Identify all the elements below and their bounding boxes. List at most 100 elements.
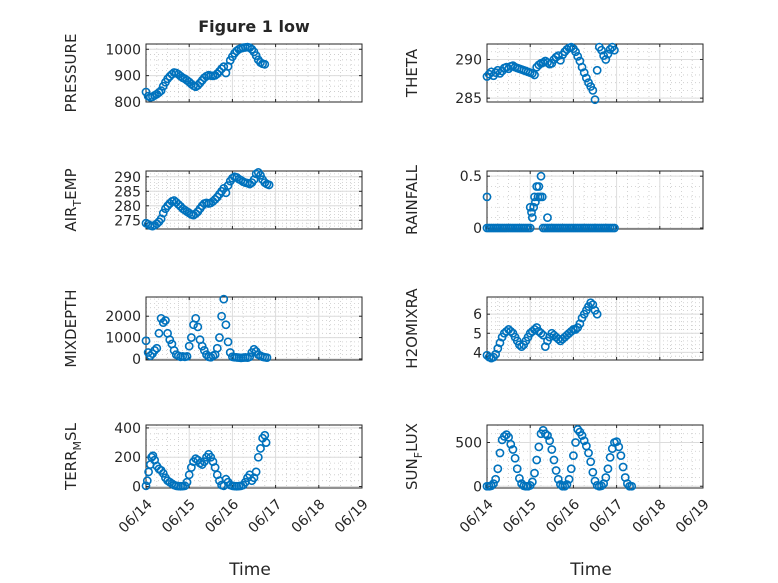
y-tick-label: 290 (455, 52, 482, 68)
data-point-marker (560, 481, 570, 491)
y-axis-label: PRESSURE (62, 34, 80, 113)
data-point-marker (212, 343, 222, 353)
data-point-marker (141, 481, 151, 491)
x-tick-label: 06/15 (500, 496, 540, 536)
y-axis-label: TERRMSL (62, 422, 84, 491)
data-point-marker (597, 45, 606, 55)
data-point-marker (510, 453, 520, 463)
y-axis-label-main: TERR (62, 450, 80, 491)
data-point-marker (545, 436, 555, 446)
data-point-marker (525, 223, 535, 233)
data-point-marker (142, 476, 152, 486)
y-axis-label-main: H2OMIXRA (403, 288, 421, 369)
data-point-marker (590, 95, 600, 105)
data-point-marker (261, 438, 271, 447)
data-point-marker (251, 467, 261, 477)
y-tick-label: 0 (473, 221, 482, 237)
data-point-marker (493, 464, 503, 474)
data-point-marker (610, 45, 619, 55)
data-point-marker (549, 455, 559, 465)
data-point-marker (186, 333, 196, 342)
data-point-marker (512, 464, 522, 474)
data-point-marker (141, 336, 151, 346)
x-tick-label: 06/16 (202, 496, 242, 536)
y-tick-label: 800 (114, 95, 141, 111)
y-tick-label: 1000 (105, 331, 141, 347)
data-point-marker (527, 213, 537, 223)
data-point-marker (495, 448, 505, 458)
data-point-marker (156, 313, 166, 323)
data-point-marker (154, 328, 164, 338)
data-point-marker (251, 51, 261, 60)
x-tick-label: 06/15 (159, 496, 199, 536)
data-point-marker (193, 80, 203, 90)
subplot-sun-flux: 0 500 06/14 06/15 06/16 06/17 06/18 06/19 SUNFLU… (403, 423, 713, 580)
axes-frame (486, 296, 704, 361)
data-point-marker (618, 462, 628, 472)
data-point-marker (260, 59, 270, 69)
data-point-marker (536, 171, 546, 181)
data-point-marker (592, 65, 602, 75)
y-axis-label-main: MIXDEPTH (62, 289, 80, 367)
y-tick-label: 200 (114, 450, 141, 466)
x-tick-label: 06/18 (630, 496, 670, 536)
data-point-marker (154, 88, 164, 97)
data-point-marker (556, 55, 565, 65)
data-point-marker (199, 457, 209, 467)
data-point-marker (176, 71, 185, 81)
subplot-terr-msl: 0 200 400 06/14 06/15 06/16 06/17 06/18 06/19 TER… (62, 421, 372, 580)
data-point-marker (489, 479, 498, 489)
y-axis-label-rest: SL (62, 422, 80, 441)
data-point-marker (588, 467, 598, 477)
data-point-marker (566, 464, 576, 474)
axes-frame (145, 296, 363, 361)
data-point-marker (184, 341, 194, 351)
axes-frame (145, 424, 363, 489)
data-point-marker (506, 439, 516, 449)
data-point-marker (158, 208, 168, 218)
data-point-marker (158, 468, 168, 478)
y-tick-label: 6 (473, 307, 482, 323)
data-point-marker (584, 448, 593, 458)
data-point-marker (495, 68, 505, 78)
data-point-marker (579, 68, 589, 78)
subplot-rainfall: 0 0.5 RAINFALL (403, 164, 704, 237)
x-tick-label: 06/14 (457, 496, 497, 536)
data-point-marker (145, 351, 155, 361)
data-point-marker (547, 445, 557, 454)
data-point-marker (191, 209, 201, 219)
x-tick-label: 06/16 (543, 496, 583, 536)
data-point-marker (217, 311, 226, 321)
data-point-marker (169, 345, 179, 355)
data-point-marker (601, 473, 611, 482)
y-axis-label-main: PRESSURE (62, 34, 80, 113)
y-axis-label-subscript: F (412, 452, 425, 458)
data-point-marker (156, 86, 166, 96)
data-point-marker (616, 451, 626, 461)
data-point-marker (199, 345, 209, 355)
data-point-marker (529, 202, 539, 212)
y-tick-label: 285 (114, 184, 141, 200)
data-point-marker (527, 477, 537, 487)
data-point-marker (536, 328, 546, 338)
y-tick-label: 285 (455, 91, 482, 107)
data-point-marker (532, 455, 542, 465)
data-point-marker (534, 442, 544, 452)
y-tick-label: 0 (132, 480, 141, 496)
data-point-marker (581, 73, 591, 83)
data-point-marker (517, 342, 526, 352)
data-point-marker (245, 352, 255, 362)
data-point-marker (530, 325, 539, 334)
y-tick-label: 5 (473, 326, 482, 342)
y-axis-label: THETA (403, 48, 421, 98)
data-point-marker (551, 466, 561, 475)
data-point-marker (566, 326, 576, 336)
data-point-marker (530, 70, 539, 80)
data-point-marker (193, 322, 203, 332)
data-point-marker (152, 343, 162, 353)
y-tick-label: 900 (114, 69, 141, 85)
data-point-marker (515, 340, 524, 350)
data-point-marker (597, 481, 606, 491)
y-tick-label: 0 (132, 352, 141, 368)
data-point-marker (586, 298, 596, 308)
